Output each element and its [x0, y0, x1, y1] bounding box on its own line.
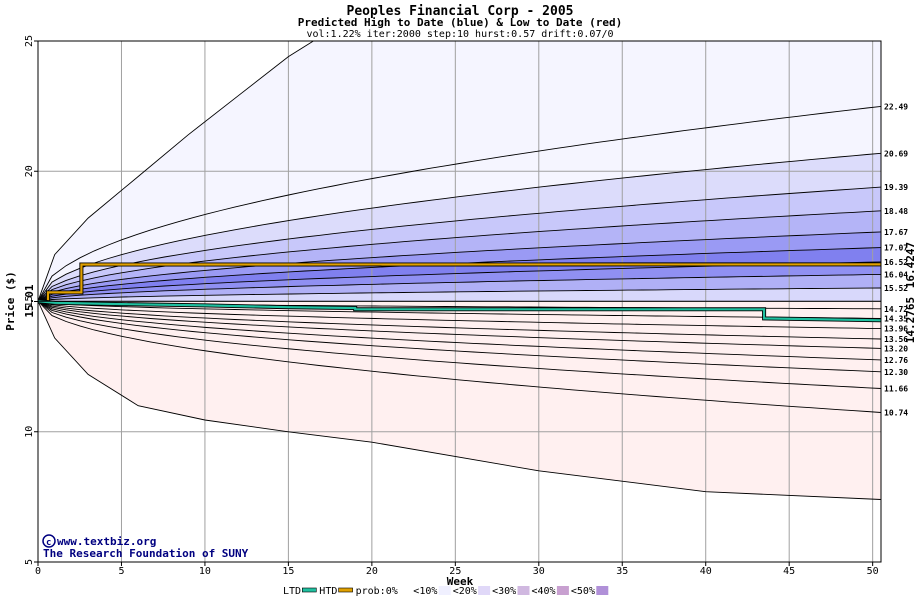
x-tick-label-25: 25 [449, 566, 461, 577]
x-tick-label-50: 50 [867, 566, 879, 577]
legend-swatch-0 [301, 587, 317, 593]
high-band-boundary-15.52 [37, 287, 882, 302]
y-axis-label: Price ($) [4, 271, 17, 331]
legend-swatch-2 [399, 586, 412, 595]
low-band-boundary-13.96 [37, 300, 882, 330]
band-end-label-13.56: 13.56 [884, 335, 908, 344]
high-band-boundary-17.67 [37, 231, 882, 302]
legend-swatch-3 [438, 586, 451, 595]
band-end-label-17.07: 17.07 [884, 244, 908, 253]
band-end-label-13.96: 13.96 [884, 325, 908, 334]
credit-org: The Research Foundation of SUNY [43, 547, 249, 560]
band-end-label-13.20: 13.20 [884, 344, 908, 353]
x-tick-label-15: 15 [282, 566, 294, 577]
copyright-icon [42, 534, 56, 548]
low-band-10.74 [38, 301, 881, 413]
low-band-boundary-13.20 [37, 300, 882, 349]
band-end-label-12.76: 12.76 [884, 356, 908, 365]
chart-params: vol:1.22% iter:2000 step:10 hurst:0.57 d… [306, 29, 613, 40]
band-end-label-12.30: 12.30 [884, 368, 908, 377]
band-end-label-19.39: 19.39 [884, 183, 908, 192]
y-tick-label-5: 5 [24, 559, 35, 565]
chart-subtitle: Predicted High to Date (blue) & Low to D… [298, 16, 623, 29]
y-tick-label-10: 10 [24, 426, 35, 438]
x-axis-label: Week [447, 575, 474, 588]
start-price-label: 15.01 [23, 284, 36, 317]
outer-high-line [37, 40, 314, 302]
high-band-boundary-19.39 [37, 186, 882, 302]
outer-low-line [37, 301, 882, 500]
band-end-label-15.52: 15.52 [884, 284, 908, 293]
legend-label-5: <30% [492, 586, 516, 597]
y-tick-label-15: 15 [24, 295, 35, 307]
x-tick-label-0: 0 [35, 566, 41, 577]
band-end-label-14.72: 14.72 [884, 305, 908, 314]
y-tick-label-20: 20 [24, 165, 35, 177]
legend-swatch-4 [478, 586, 491, 595]
low-band-boundary-12.30 [37, 300, 882, 373]
low-band-boundary-11.66 [37, 300, 882, 389]
band-end-label-14.35: 14.35 [884, 314, 908, 323]
legend-label-1: HTD [319, 586, 337, 597]
credit-block: c www.textbiz.org The Research Foundatio… [42, 534, 249, 560]
htd-value-label: 16.4247 [904, 242, 917, 288]
chart-title: Peoples Financial Corp - 2005 [347, 4, 574, 19]
copyright-c: c [46, 538, 51, 548]
legend-swatch-6 [556, 586, 569, 595]
x-tick-label-10: 10 [199, 566, 211, 577]
legend-swatch-5 [517, 586, 530, 595]
y-tick-label-25: 25 [24, 35, 35, 47]
low-band-boundary-14.35 [37, 300, 882, 319]
legend-label-7: <50% [571, 586, 595, 597]
ltd-value-label: 14.2765 [904, 297, 917, 343]
band-end-label-16.52: 16.52 [884, 258, 908, 267]
band-end-label-22.49: 22.49 [884, 102, 908, 111]
band-end-label-11.66: 11.66 [884, 385, 908, 394]
x-tick-label-5: 5 [118, 566, 124, 577]
band-end-label-17.67: 17.67 [884, 228, 908, 237]
high-band-boundary-20.69 [37, 152, 882, 302]
credit-url: www.textbiz.org [57, 535, 156, 548]
band-end-label-10.74: 10.74 [884, 408, 908, 417]
x-tick-label-45: 45 [783, 566, 795, 577]
x-axis-ticks: 0 5 10 15 20 25 30 35 40 45 50 [35, 562, 879, 577]
high-band-boundary-16.04 [37, 273, 882, 302]
band-end-label-18.48: 18.48 [884, 207, 908, 216]
band-end-label-20.69: 20.69 [884, 149, 908, 158]
legend-label-3: <10% [413, 586, 437, 597]
high-band-15.52 [38, 288, 881, 302]
low-band-boundary-13.56 [37, 300, 882, 340]
y-axis-ticks: 5 10 15 20 25 [24, 35, 38, 565]
band-end-labels: 22.49 20.69 19.39 18.48 17.67 17.07 16.52 16.04… [884, 102, 908, 417]
legend-label-2: prob:0% [356, 586, 398, 597]
high-band-boundary-22.49 [37, 105, 882, 302]
legend-swatch-7 [596, 586, 609, 595]
legend: LTD HTD prob:0% <10% <20% <30% <40% <50% [283, 586, 609, 597]
x-tick-label-35: 35 [616, 566, 628, 577]
low-band-boundary-12.76 [37, 300, 882, 361]
low-band-boundary-10.74 [37, 300, 882, 413]
legend-swatch-1 [338, 587, 353, 593]
x-tick-label-30: 30 [533, 566, 545, 577]
series-lines [37, 40, 882, 500]
band-end-label-16.04: 16.04 [884, 270, 908, 279]
x-tick-label-40: 40 [700, 566, 712, 577]
legend-label-0: LTD [283, 586, 301, 597]
x-tick-label-20: 20 [366, 566, 378, 577]
legend-label-6: <40% [532, 586, 556, 597]
ltd-line [37, 300, 882, 322]
legend-label-4: <20% [453, 586, 477, 597]
